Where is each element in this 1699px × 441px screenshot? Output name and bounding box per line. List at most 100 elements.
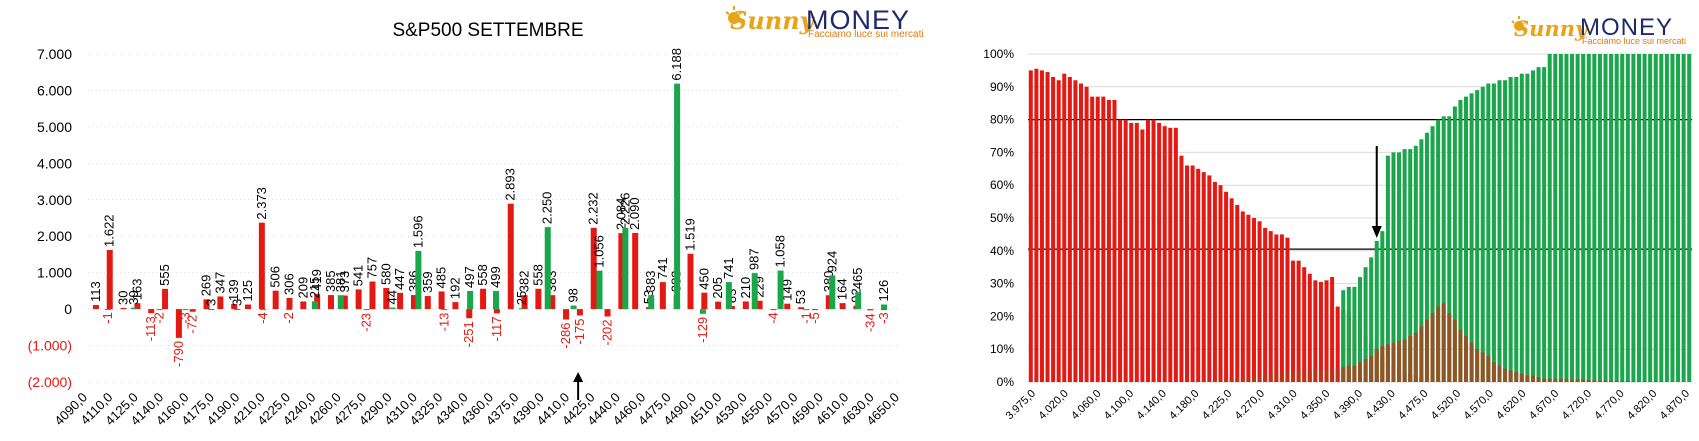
bar <box>648 295 655 310</box>
bar <box>1603 54 1608 382</box>
bar <box>369 281 376 310</box>
data-label: -5 <box>807 312 822 324</box>
bar <box>1224 191 1229 382</box>
bar <box>1330 277 1335 382</box>
overlay-bar <box>1296 370 1301 382</box>
y-tick-label: 7.000 <box>37 46 72 62</box>
bar <box>1318 281 1323 382</box>
logo-right-tagline: Facciamo luce sui mercati <box>1582 36 1687 46</box>
bar <box>1363 267 1368 382</box>
overlay-bar <box>1251 375 1256 382</box>
data-label: 98 <box>566 288 581 302</box>
bar <box>466 309 473 319</box>
bar <box>590 227 597 310</box>
overlay-bar <box>1497 365 1502 382</box>
logo-left-money: MONEY <box>806 5 911 35</box>
overlay-bar <box>1558 378 1563 382</box>
bar <box>234 309 241 311</box>
bar <box>1246 214 1251 382</box>
x-tick-label: 4.060,0 <box>1069 388 1103 422</box>
bar <box>1357 277 1363 382</box>
bar <box>415 250 422 310</box>
bar <box>1609 54 1614 382</box>
bar <box>1519 73 1524 383</box>
bar <box>803 309 810 311</box>
bar <box>1145 119 1150 382</box>
y-tick-label: 70% <box>990 145 1014 159</box>
bar <box>1464 96 1469 382</box>
data-label: 741 <box>721 257 736 279</box>
overlay-bar <box>1486 355 1491 382</box>
data-label: 347 <box>212 272 227 294</box>
x-tick-label: 4.390,0 <box>1331 388 1365 422</box>
bar <box>1614 54 1619 382</box>
data-label: -175 <box>572 318 587 344</box>
bar <box>1625 54 1630 382</box>
logo-right: Sunny MONEY Facciamo luce sui mercati <box>1508 12 1698 48</box>
bar <box>1190 165 1195 382</box>
bar <box>389 307 396 310</box>
x-tick-label: 4.820,0 <box>1625 388 1659 422</box>
data-label: 497 <box>462 266 477 288</box>
y-tick-label: 0 <box>64 301 72 317</box>
bar <box>563 309 570 320</box>
data-label: 987 <box>747 248 762 270</box>
overlay-bar <box>1609 380 1614 382</box>
bar <box>867 309 874 311</box>
bar <box>1173 127 1178 382</box>
x-tick-label: 4.310,0 <box>1265 388 1299 422</box>
y-tick-label: 1.000 <box>37 265 72 281</box>
data-label: 44 <box>385 290 400 304</box>
arrow-icon <box>1371 226 1382 238</box>
bar <box>1497 80 1502 383</box>
bar <box>728 306 735 310</box>
data-label: 499 <box>488 266 503 288</box>
data-label: 125 <box>240 280 255 302</box>
bar <box>1413 145 1418 382</box>
logo-right-sunny: Sunny <box>1514 16 1588 41</box>
bar <box>120 308 127 310</box>
overlay-bar <box>1374 349 1379 382</box>
overlay-bar <box>1397 341 1402 382</box>
bar <box>1352 286 1357 382</box>
data-label: 450 <box>696 268 711 290</box>
x-tick-label: 4.520,0 <box>1429 388 1463 422</box>
bar <box>1575 54 1580 382</box>
overlay-bar <box>1519 373 1524 382</box>
bar <box>424 296 431 310</box>
data-label: 924 <box>824 251 839 273</box>
overlay-bar <box>1318 368 1323 382</box>
overlay-bar <box>1514 372 1519 382</box>
logo-left: Sunny MONEY Facciamo luce sui mercati <box>722 2 932 40</box>
data-label: 269 <box>199 275 214 297</box>
data-label: -72 <box>185 315 200 334</box>
bar <box>1391 152 1396 382</box>
data-label: 3 <box>229 299 244 306</box>
bar <box>1073 80 1078 383</box>
bar <box>1324 280 1329 382</box>
overlay-bar <box>1592 380 1597 382</box>
bar <box>410 295 417 310</box>
bar <box>770 309 777 311</box>
x-tick-label: 4.570,0 <box>1461 388 1495 422</box>
bar <box>1240 211 1245 382</box>
bar <box>480 288 487 310</box>
bar <box>1419 139 1424 382</box>
overlay-bar <box>1480 352 1485 382</box>
x-tick-label: 4.180,0 <box>1167 388 1201 422</box>
bar <box>549 295 556 310</box>
bar <box>596 270 603 310</box>
bar <box>203 299 210 310</box>
y-tick-label: 40% <box>990 244 1014 258</box>
bar <box>1090 96 1095 382</box>
overlay-bar <box>1464 336 1469 382</box>
bar <box>1129 122 1134 382</box>
bar <box>1436 119 1441 382</box>
bar <box>1084 86 1089 383</box>
bar <box>1039 70 1044 383</box>
bar <box>1553 54 1558 382</box>
bar <box>341 295 348 310</box>
y-tick-label: 3.000 <box>37 192 72 208</box>
bar <box>839 303 846 310</box>
x-tick-label: 4.140,0 <box>1134 388 1168 422</box>
